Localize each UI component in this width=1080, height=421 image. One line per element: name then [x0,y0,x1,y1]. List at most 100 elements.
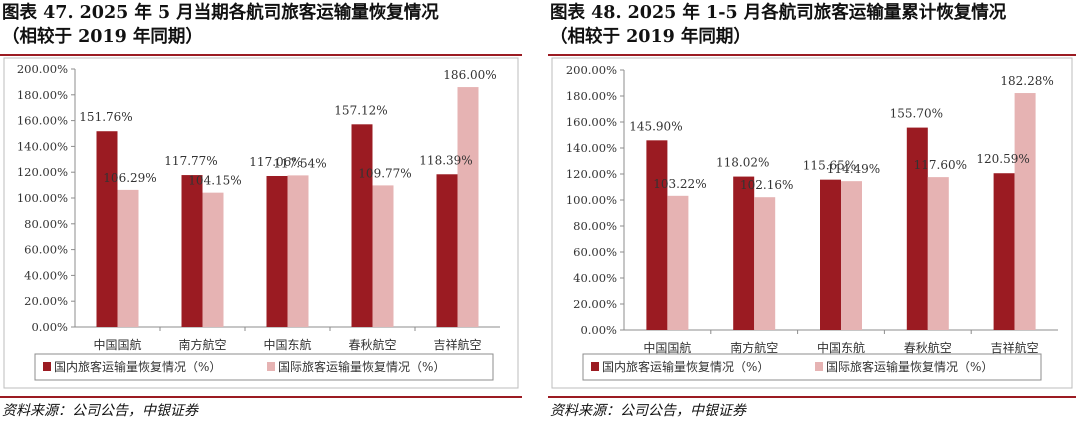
y-tick-label: 20.00% [573,297,617,311]
data-label-international: 117.60% [914,158,967,172]
figure-title-line1: 图表 48. 2025 年 1-5 月各航司旅客运输量累计恢复情况 [550,3,1007,23]
legend-box [582,353,1042,381]
bar-international [372,185,394,327]
y-tick-label: 160.00% [566,115,617,129]
y-tick-label: 60.00% [573,245,617,259]
y-tick-label: 0.00% [31,320,68,334]
data-label-international: 109.77% [358,166,411,180]
legend-swatch-international [267,362,275,371]
x-tick-label: 中国东航 [817,340,865,355]
y-tick-label: 80.00% [24,217,68,231]
y-tick-label: 80.00% [573,219,617,233]
chart-area: 0.00% 20.00% 40.00% 60.00% 80.00% 100.00% 120.… [551,57,1073,389]
legend-swatch-domestic [43,362,51,371]
bar-international [117,189,139,327]
data-label-domestic: 155.70% [890,107,943,121]
figure-47-panel: 图表 47. 2025 年 5 月当期各航司旅客运输量恢复情况 （相较于 201… [0,0,528,421]
chart-area: 0.00% 20.00% 40.00% 60.00% 80.00% 100.00% 120.… [3,57,519,389]
figure-title-line1: 图表 47. 2025 年 5 月当期各航司旅客运输量恢复情况 [2,3,439,23]
chart-frame [3,57,519,389]
data-label-international: 103.22% [653,177,706,191]
y-tick-label: 200.00% [566,63,617,77]
figure-48-panel: 图表 48. 2025 年 1-5 月各航司旅客运输量累计恢复情况 （相较于 2… [548,0,1076,421]
bar-domestic [181,175,203,327]
bar-international [927,177,949,330]
data-label-domestic: 157.12% [334,103,387,117]
source-note: 资料来源：公司公告，中银证券 [550,403,746,419]
x-tick-label: 中国国航 [93,337,141,352]
y-tick-label: 100.00% [566,193,617,207]
data-label-international: 114.49% [827,162,880,176]
y-tick-label: 60.00% [24,243,68,257]
data-label-international: 106.29% [103,171,156,185]
x-tick-label: 中国国航 [643,340,691,355]
data-label-domestic: 118.39% [419,153,472,167]
source-rule [0,396,522,398]
bar-domestic [351,124,373,327]
bar-domestic [96,131,118,327]
data-label-international: 186.00% [443,68,496,82]
data-label-international: 117.54% [273,156,326,170]
data-label-domestic: 118.02% [716,156,769,170]
y-tick-label: 0.00% [580,323,617,337]
bar-domestic [993,173,1015,330]
legend-swatch-domestic [591,362,599,371]
legend-label: 国际旅客运输量恢复情况（%） [278,359,445,374]
data-label-domestic: 117.77% [164,154,217,168]
bar-domestic [436,174,458,327]
legend-label: 国际旅客运输量恢复情况（%） [826,359,993,374]
y-tick-label: 140.00% [566,141,617,155]
figure-title-line2: （相较于 2019 年同期） [2,27,203,47]
bar-international [202,192,224,327]
data-label-international: 104.15% [188,174,241,188]
y-tick-label: 200.00% [17,62,68,76]
bar-international [667,195,689,330]
source-note: 资料来源：公司公告，中银证券 [2,403,198,419]
bar-domestic [820,179,841,330]
data-label-international: 182.28% [1000,74,1053,88]
figure-title: 图表 48. 2025 年 1-5 月各航司旅客运输量累计恢复情况 （相较于 2… [550,1,1006,49]
x-tick-label: 吉祥航空 [991,340,1039,355]
y-tick-label: 180.00% [17,88,68,102]
chart-frame [551,57,1073,389]
data-label-domestic: 117.06% [249,155,302,169]
y-tick-label: 100.00% [17,191,68,205]
data-label-domestic: 115.65% [803,159,856,173]
data-label-domestic: 151.76% [79,110,132,124]
legend-label: 国内旅客运输量恢复情况（%） [54,359,221,374]
bar-international [754,197,776,330]
y-tick-label: 140.00% [17,139,68,153]
legend-swatch-international [815,362,823,371]
y-tick-label: 20.00% [24,294,68,308]
bar-international [841,181,862,330]
figure-title: 图表 47. 2025 年 5 月当期各航司旅客运输量恢复情况 （相较于 201… [2,1,439,49]
x-tick-label: 吉祥航空 [433,337,481,352]
legend-box [34,353,494,381]
x-tick-label: 南方航空 [730,340,778,355]
title-rule [548,54,1076,56]
y-tick-label: 120.00% [17,165,68,179]
x-tick-label: 中国东航 [263,337,311,352]
bar-domestic [733,176,755,330]
y-tick-label: 180.00% [566,89,617,103]
data-label-domestic: 145.90% [629,119,682,133]
y-tick-label: 40.00% [24,268,68,282]
x-tick-label: 春秋航空 [348,337,396,352]
x-tick-label: 南方航空 [178,337,226,352]
x-tick-label: 春秋航空 [904,340,952,355]
bar-international [287,175,309,327]
legend-label: 国内旅客运输量恢复情况（%） [602,359,769,374]
bar-domestic [906,127,928,330]
data-label-domestic: 120.59% [976,152,1029,166]
bar-international [1014,93,1036,330]
bar-domestic [266,175,288,327]
source-rule [548,396,1076,398]
bar-international [457,87,479,327]
y-tick-label: 160.00% [17,114,68,128]
y-tick-label: 120.00% [566,167,617,181]
y-tick-label: 40.00% [573,271,617,285]
figure-title-line2: （相较于 2019 年同期） [550,27,751,47]
bar-domestic [646,140,668,330]
data-label-international: 102.16% [740,178,793,192]
title-rule [0,54,522,56]
